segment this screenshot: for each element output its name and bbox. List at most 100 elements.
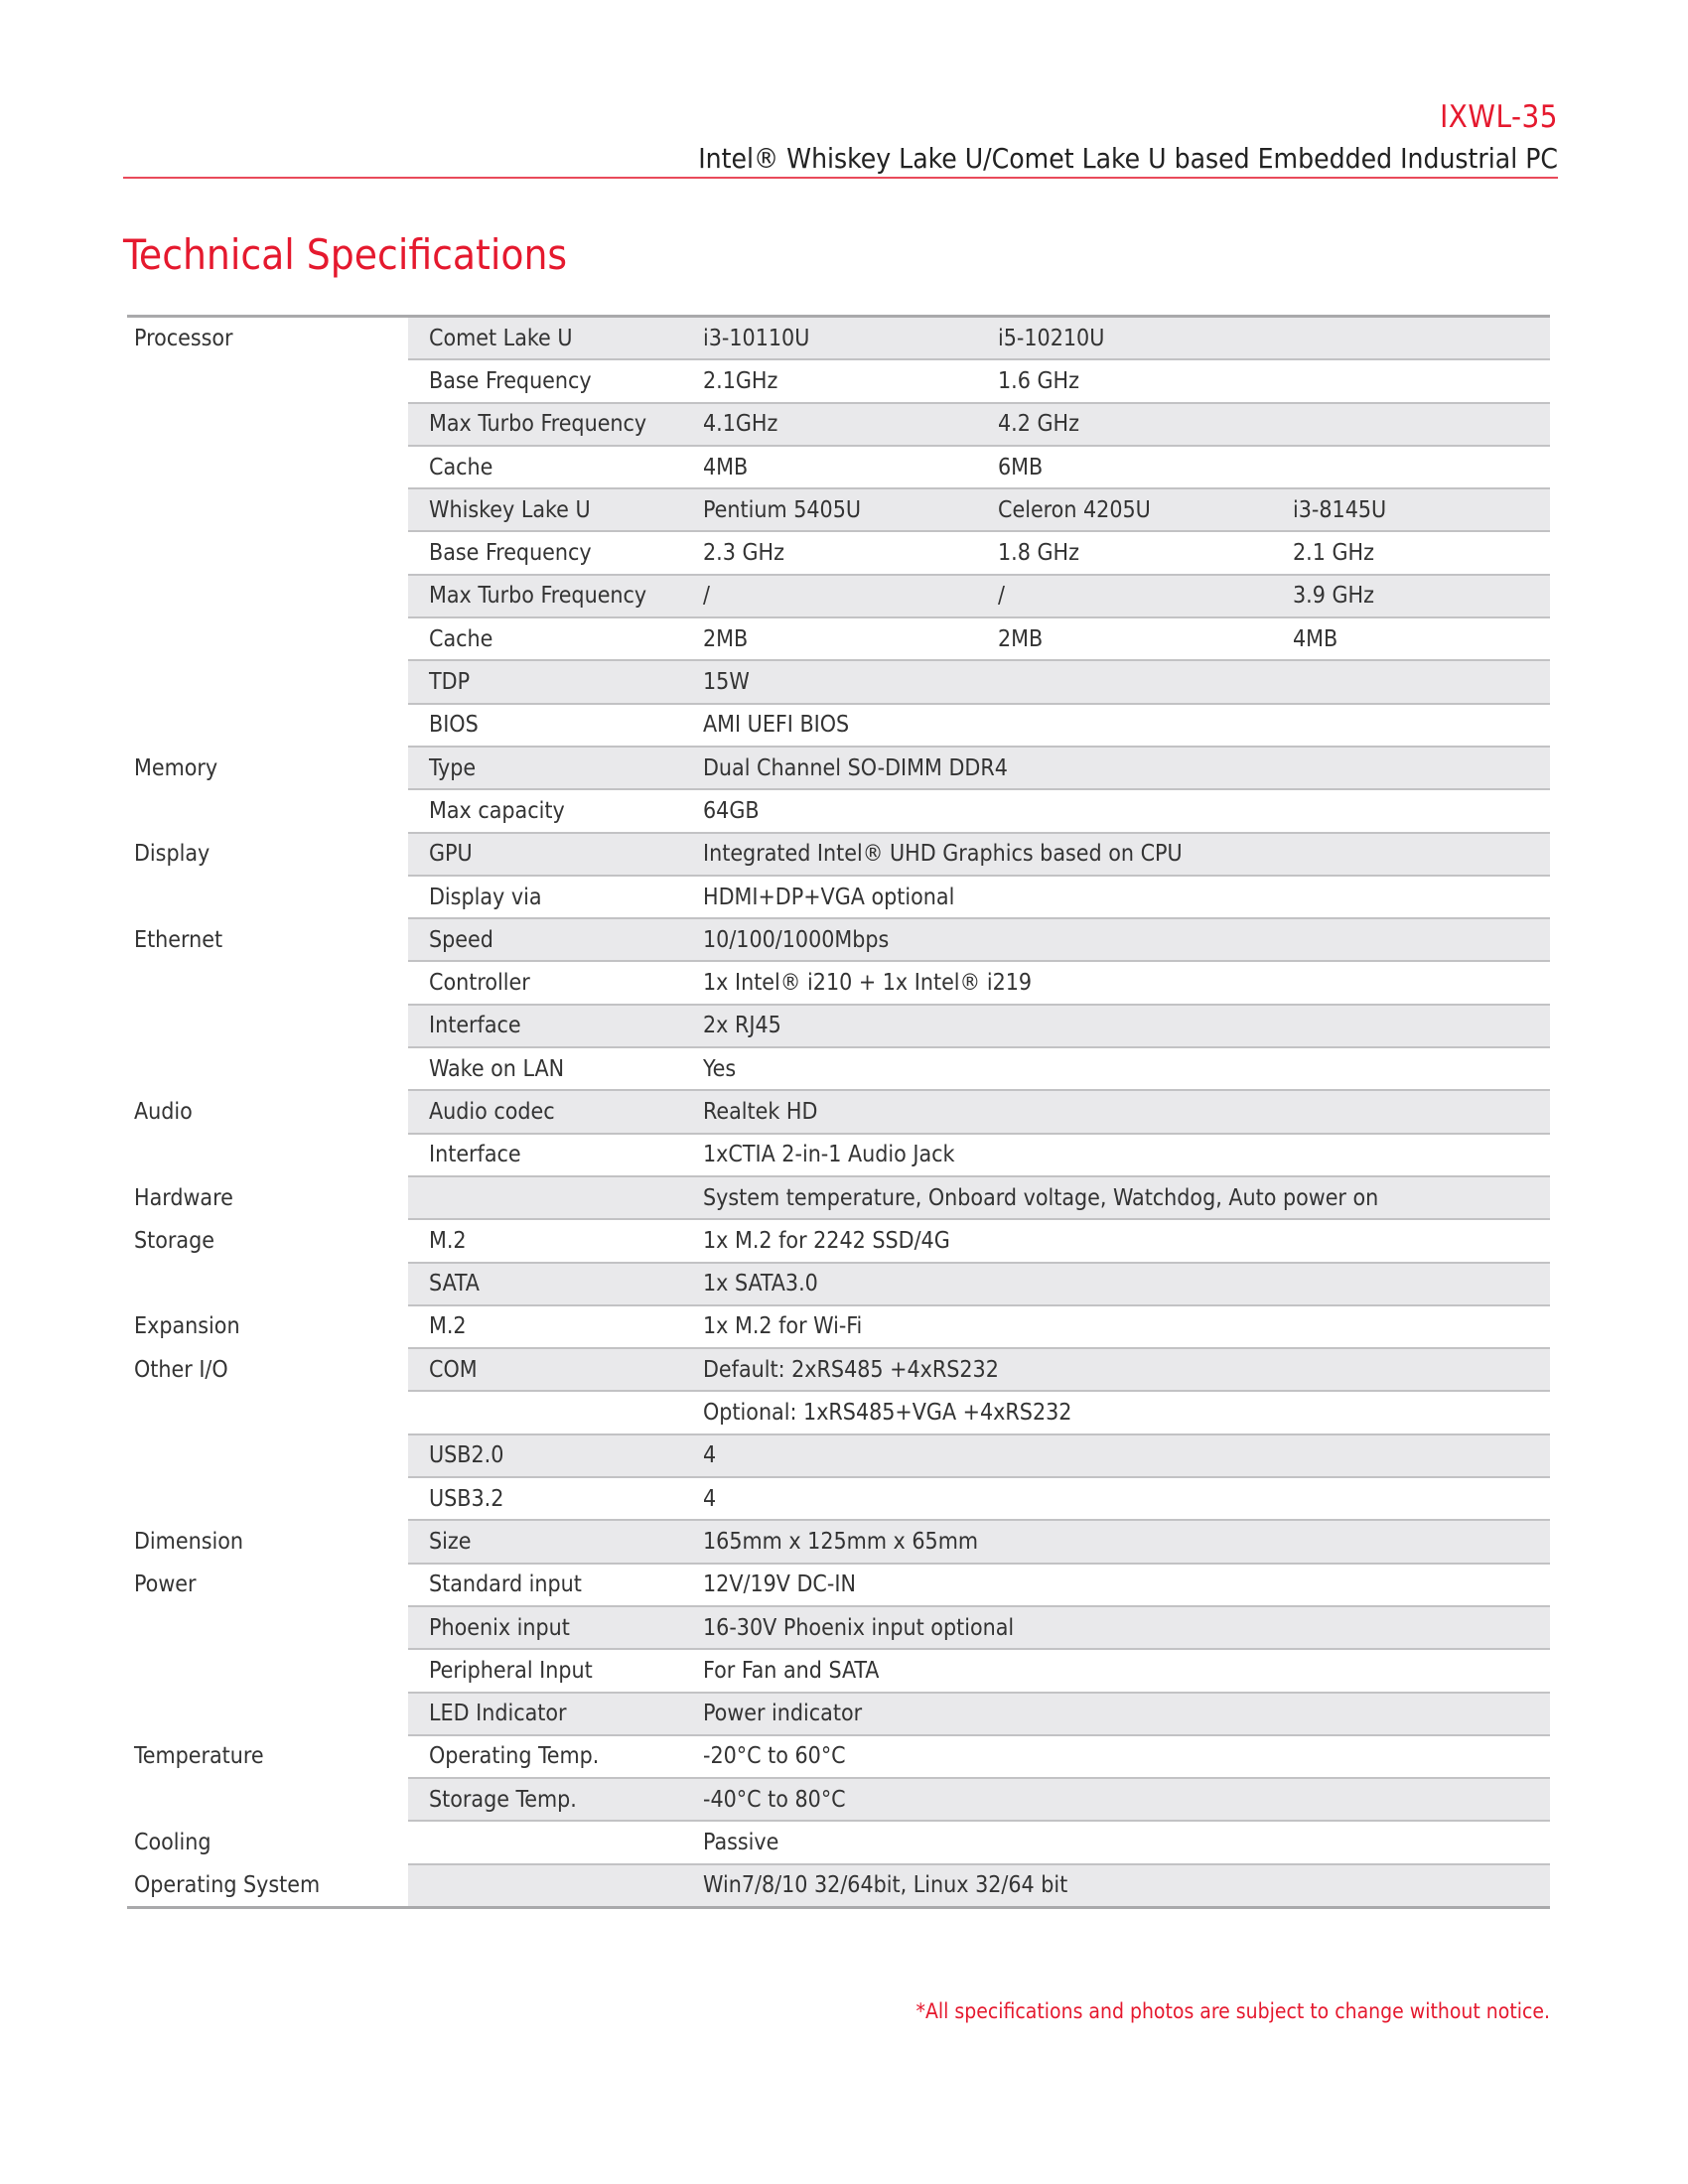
spec-value: 4: [703, 1433, 1550, 1479]
spec-label: Display via: [408, 875, 703, 920]
table-row: Max capacity 64GB: [127, 789, 1550, 834]
table-row: Storage Temp. -40°C to 80°C: [127, 1778, 1550, 1823]
spec-value: AMI UEFI BIOS: [703, 703, 1550, 748]
spec-label: Size: [408, 1520, 703, 1565]
spec-label: Standard input: [408, 1563, 703, 1607]
table-row: Wake on LAN Yes: [127, 1047, 1550, 1092]
spec-label: TDP: [408, 660, 703, 705]
section-label: [127, 488, 408, 531]
section-label: [127, 1005, 408, 1047]
table-row: Interface 2x RJ45: [127, 1004, 1550, 1049]
table-row: Audio Audio codec Realtek HD: [127, 1090, 1550, 1135]
section-label: Expansion: [134, 1313, 240, 1340]
spec-value: Celeron 4205U: [998, 488, 1293, 533]
table-row: Power Standard input 12V/19V DC-IN: [127, 1563, 1550, 1607]
table-row: Phoenix input 16-30V Phoenix input option…: [127, 1605, 1550, 1651]
spec-label: Interface: [408, 1133, 703, 1177]
spec-label: Whiskey Lake U: [408, 488, 703, 533]
spec-label: Wake on LAN: [408, 1047, 703, 1092]
spec-label: SATA: [408, 1262, 703, 1306]
spec-label: BIOS: [408, 703, 703, 748]
spec-value: Optional: 1xRS485+VGA +4xRS232: [703, 1391, 1550, 1435]
spec-value: Yes: [703, 1047, 1550, 1092]
spec-label: Max capacity: [408, 789, 703, 834]
spec-value: [1293, 359, 1550, 404]
section-label: [127, 359, 408, 402]
spec-value: 1x Intel® i210 + 1x Intel® i219: [703, 961, 1550, 1006]
table-row: Dimension Size 165mm x 125mm x 65mm: [127, 1520, 1550, 1565]
table-row: BIOS AMI UEFI BIOS: [127, 703, 1550, 748]
table-row: Max Turbo Frequency //3.9 GHz: [127, 574, 1550, 619]
spec-label: Comet Lake U: [408, 316, 703, 361]
section-label: [127, 531, 408, 574]
spec-value: 1x M.2 for 2242 SSD/4G: [703, 1219, 1550, 1264]
section-label: Power: [134, 1571, 197, 1598]
spec-value: Realtek HD: [703, 1090, 1550, 1135]
section-label: [127, 1434, 408, 1477]
spec-label: Type: [408, 746, 703, 791]
spec-value: /: [998, 574, 1293, 619]
section-label: [127, 704, 408, 747]
spec-value: /: [703, 574, 998, 619]
section-label: Display: [134, 841, 211, 868]
footer-disclaimer: *All specifications and photos are subje…: [915, 1999, 1550, 2023]
table-row: TDP 15W: [127, 660, 1550, 705]
spec-value: i3-8145U: [1293, 488, 1550, 533]
table-row: Display via HDMI+DP+VGA optional: [127, 875, 1550, 920]
spec-value: i3-10110U: [703, 316, 998, 361]
table-row: USB3.2 4: [127, 1477, 1550, 1522]
table-row: Other I/O COM Default: 2xRS485 +4xRS232: [127, 1348, 1550, 1393]
spec-value: 1.6 GHz: [998, 359, 1293, 404]
spec-label: Max Turbo Frequency: [408, 574, 703, 619]
table-row: Operating System Win7/8/10 32/64bit, Linu…: [127, 1863, 1550, 1908]
section-label: Hardware: [134, 1184, 233, 1211]
section-label: [127, 876, 408, 918]
section-label: Operating System: [134, 1871, 321, 1898]
spec-label: Max Turbo Frequency: [408, 402, 703, 447]
spec-value: [1293, 402, 1550, 447]
spec-value: -20°C to 60°C: [703, 1734, 1550, 1780]
spec-value: Power indicator: [703, 1692, 1550, 1736]
header-divider: [123, 177, 1558, 179]
table-row: Memory Type Dual Channel SO-DIMM DDR4: [127, 746, 1550, 791]
table-row: Base Frequency 2.3 GHz 1.8 GHz 2.1 GHz: [127, 531, 1550, 576]
table-row: Cooling Passive: [127, 1821, 1550, 1865]
spec-label: Base Frequency: [408, 531, 703, 576]
spec-value: 2MB: [703, 617, 998, 662]
section-label: [127, 1134, 408, 1176]
spec-value: 4.2 GHz: [998, 402, 1293, 447]
spec-value: Integrated Intel® UHD Graphics based on …: [703, 832, 1550, 877]
spec-label: M.2: [408, 1304, 703, 1350]
spec-label: Cache: [408, 445, 703, 490]
table-row: LED Indicator Power indicator: [127, 1692, 1550, 1736]
spec-value: System temperature, Onboard voltage, Wat…: [703, 1175, 1550, 1221]
section-label: Processor: [134, 326, 233, 352]
table-row: Temperature Operating Temp. -20°C to 60°C: [127, 1734, 1550, 1780]
section-label: [127, 961, 408, 1004]
spec-label: Base Frequency: [408, 359, 703, 404]
spec-value: 165mm x 125mm x 65mm: [703, 1520, 1550, 1565]
table-row: Max Turbo Frequency 4.1GHz 4.2 GHz: [127, 402, 1550, 447]
table-row: Cache 2MB 2MB 4MB: [127, 617, 1550, 662]
table-row: Base Frequency 2.1GHz 1.6 GHz: [127, 359, 1550, 404]
product-subtitle: Intel® Whiskey Lake U/Comet Lake U based…: [698, 142, 1558, 175]
spec-label: [408, 1391, 703, 1435]
spec-value: HDMI+DP+VGA optional: [703, 875, 1550, 920]
spec-label: USB3.2: [408, 1477, 703, 1522]
table-row: Whiskey Lake U Pentium 5405U Celeron 4205U…: [127, 488, 1550, 533]
section-label: [127, 789, 408, 832]
table-row: USB2.0 4: [127, 1433, 1550, 1479]
table-row: Controller 1x Intel® i210 + 1x Intel® i21…: [127, 961, 1550, 1006]
section-label: [127, 617, 408, 660]
spec-value: Passive: [703, 1821, 1550, 1865]
spec-value: 12V/19V DC-IN: [703, 1563, 1550, 1607]
table-row: Hardware System temperature, Onboard volt…: [127, 1175, 1550, 1221]
section-label: Audio: [134, 1098, 193, 1125]
section-label: Cooling: [134, 1830, 211, 1856]
section-label: [127, 1047, 408, 1090]
spec-value: 10/100/1000Mbps: [703, 918, 1550, 963]
spec-label: COM: [408, 1348, 703, 1393]
spec-value: [1293, 316, 1550, 361]
spec-value: Pentium 5405U: [703, 488, 998, 533]
section-label: [127, 1606, 408, 1649]
